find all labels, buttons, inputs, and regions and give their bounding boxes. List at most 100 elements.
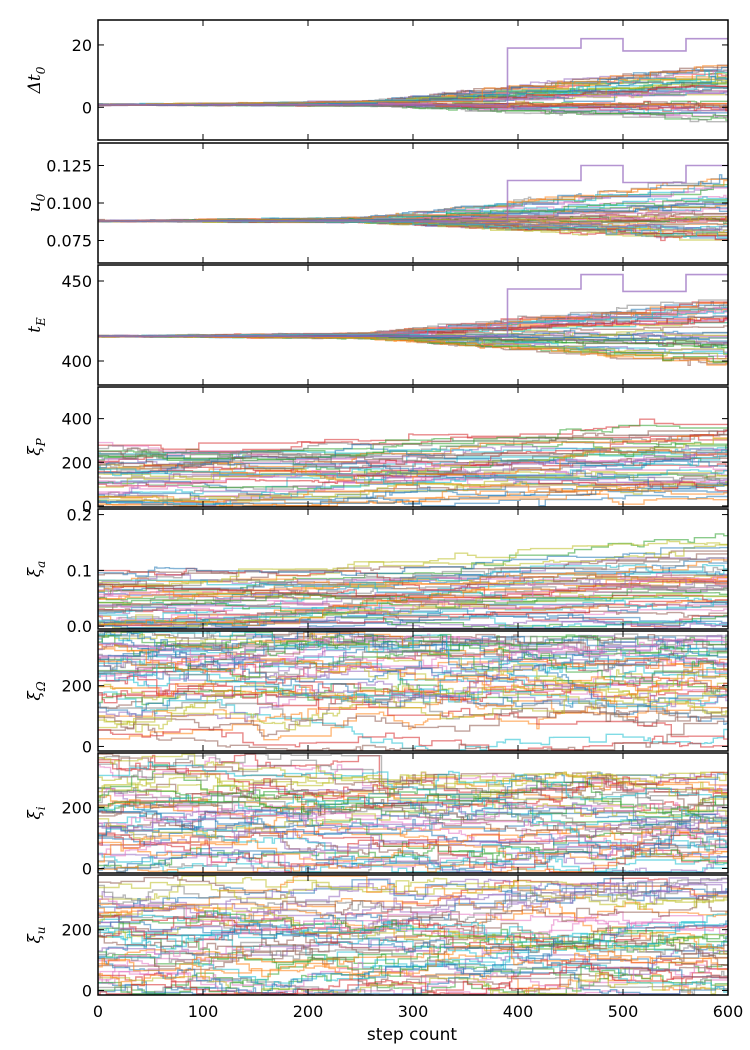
walker-trace [98, 898, 728, 940]
y-tick-label: 0.0 [67, 617, 92, 636]
walker-trace [98, 841, 728, 873]
walker-trace [98, 638, 728, 676]
walker-trace [98, 878, 728, 913]
panel-5: 0.0 0.1 0.2 ξa [25, 506, 729, 636]
walker-trace [98, 823, 728, 860]
walker-trace [98, 483, 728, 506]
walker-trace [98, 754, 728, 810]
x-tick-label: 500 [608, 1002, 639, 1021]
walker-trace [98, 691, 728, 751]
walker-trace [98, 593, 728, 627]
walker-trace [98, 801, 728, 834]
y-tick-label: 20 [72, 36, 92, 55]
walker-trace [98, 793, 728, 832]
walker-trace [98, 438, 728, 488]
walker-trace [98, 631, 728, 654]
walker-trace [98, 776, 728, 817]
panel-3: 400 450 tE [25, 264, 729, 386]
walker-trace [98, 945, 728, 973]
y-tick-label: 450 [61, 272, 92, 291]
walker-trace [98, 668, 728, 698]
walker-trace [98, 697, 728, 723]
y-axis-label: ξi [25, 806, 48, 819]
y-axis-label: ξP [25, 437, 48, 455]
walker-trace [98, 559, 728, 626]
walker-trace [98, 575, 728, 605]
walker-trace [98, 851, 728, 873]
walker-trace [98, 662, 728, 705]
panel-8: 0 200 ξu [25, 874, 729, 1000]
walker-trace [98, 612, 728, 629]
panel-7: 0 200 ξi [25, 752, 729, 878]
walker-trace [98, 880, 728, 910]
walker-trace [98, 972, 728, 995]
walker-trace [98, 804, 728, 837]
walker-trace-outlier [98, 37, 728, 106]
walker-trace [98, 832, 728, 869]
walker-trace [98, 579, 728, 610]
y-tick-label: 0 [82, 98, 92, 117]
x-tick-label: 400 [503, 1002, 534, 1021]
x-tick-labels: 0 100 200 300 400 500 600 [93, 1002, 743, 1021]
walker-trace [98, 675, 728, 740]
walker-trace [98, 644, 728, 704]
walker-trace [98, 599, 728, 612]
walker-trace [98, 631, 728, 657]
x-tick-label: 600 [713, 1002, 744, 1021]
y-tick-label: 0.075 [46, 232, 92, 251]
walker-trace [98, 631, 728, 673]
walker-trace-outlier [98, 164, 728, 222]
walker-trace [98, 472, 728, 500]
walker-trace [98, 450, 728, 481]
y-axis-label: ξu [25, 926, 48, 943]
walker-trace [98, 827, 728, 873]
x-tick-label: 100 [188, 1002, 219, 1021]
y-axis-label: u0 [25, 193, 48, 212]
y-axis-label: ξΩ [25, 681, 48, 700]
walker-traces [98, 164, 728, 242]
walker-trace [98, 707, 728, 737]
y-tick-label: 200 [61, 677, 92, 696]
y-tick-label: 0 [82, 859, 92, 878]
y-axis-label: ξa [25, 561, 48, 578]
walker-trace [98, 788, 728, 822]
walker-trace [98, 444, 728, 470]
walker-trace [98, 941, 728, 971]
x-tick-label: 300 [398, 1002, 429, 1021]
walker-trace [98, 925, 728, 959]
walker-trace [98, 927, 728, 995]
walker-trace [98, 920, 728, 949]
walker-trace [98, 631, 728, 713]
walker-trace-outlier [98, 273, 728, 337]
walker-trace [98, 65, 728, 106]
walker-trace [98, 826, 728, 865]
walker-trace [98, 716, 728, 751]
walker-trace [98, 953, 728, 995]
walker-trace [98, 952, 728, 993]
y-tick-label: 400 [61, 352, 92, 371]
y-axis-label: Δt0 [25, 66, 48, 94]
x-tick-label: 0 [93, 1002, 103, 1021]
walker-trace [98, 601, 728, 628]
walker-trace [98, 903, 728, 951]
y-tick-label: 0 [82, 981, 92, 1000]
panels-group: 020Δt00.0750.1000.125u0400450tE0200400ξP… [25, 19, 743, 1021]
walker-traces [98, 533, 728, 629]
walker-trace [98, 424, 728, 461]
walker-trace [98, 546, 728, 577]
panel-1: 0 20 Δt0 [25, 19, 729, 141]
y-tick-label: 200 [61, 921, 92, 940]
walker-trace [98, 822, 728, 873]
panel-6: 0 200 ξΩ [25, 630, 729, 756]
walker-trace [98, 832, 728, 873]
walker-trace [98, 764, 728, 817]
walker-trace [98, 935, 728, 987]
walker-trace [98, 875, 728, 910]
walker-trace [98, 852, 728, 873]
walker-traces [98, 631, 728, 751]
walker-trace [98, 460, 728, 487]
walker-trace [98, 830, 728, 863]
walker-traces [98, 753, 728, 873]
walker-trace [98, 433, 728, 450]
